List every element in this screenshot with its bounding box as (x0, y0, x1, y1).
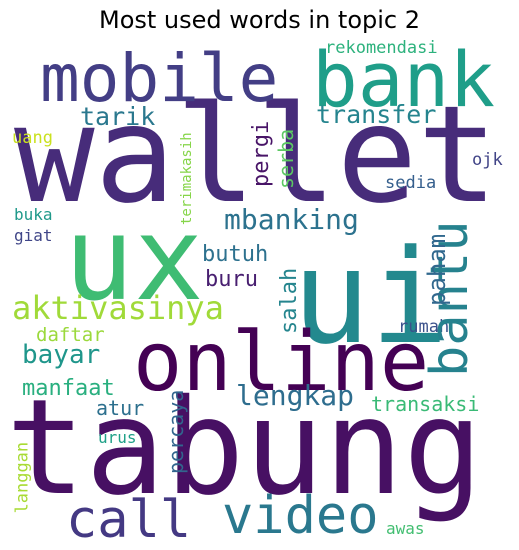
word-urus: urus (98, 428, 137, 447)
word-wallet: wallet (14, 77, 499, 233)
word-daftar: daftar (36, 324, 105, 346)
word-butuh: butuh (202, 242, 269, 267)
word-manfaat: manfaat (22, 376, 115, 401)
word-online: online (133, 315, 430, 410)
word-transaksi: transaksi (371, 392, 480, 416)
word-percaya: percaya (164, 389, 188, 474)
word-bayar: bayar (22, 340, 101, 370)
word-lengkap: lengkap (236, 379, 355, 412)
word-mbanking: mbanking (224, 203, 359, 236)
word-terimakasih: terimakasih (179, 132, 195, 225)
word-tabung: tabung (6, 371, 483, 525)
word-rumah: rumah (398, 317, 450, 337)
word-ui: ui (292, 221, 449, 373)
word-call: call (66, 490, 192, 550)
word-sedia: sedia (385, 173, 437, 193)
word-ojk: ojk (472, 150, 503, 170)
word-transfer: transfer (316, 100, 437, 129)
word-salah: salah (277, 267, 302, 334)
word-ux: ux (64, 192, 204, 327)
word-aktivasinya: aktivasinya (12, 289, 224, 327)
word-atur: atur (96, 396, 145, 420)
word-cloud: wallet ux ui tabung online bank mobile v… (0, 36, 519, 550)
word-tarik: tarik (80, 102, 156, 131)
word-video: video (222, 486, 379, 546)
word-serba: serba (274, 128, 298, 189)
word-pergi: pergi (249, 120, 274, 187)
word-paham: paham (423, 233, 451, 306)
word-rekomendasi: rekomendasi (325, 38, 438, 58)
word-buka: buka (14, 205, 53, 224)
word-giat: giat (14, 226, 53, 245)
word-buru: buru (205, 267, 258, 292)
word-mobile: mobile (40, 40, 279, 117)
word-langgan: langgan (12, 441, 33, 514)
word-uang: uang (12, 128, 53, 148)
figure-title: Most used words in topic 2 (99, 6, 420, 34)
word-bank: bank (312, 36, 496, 124)
word-awas: awas (386, 519, 425, 538)
